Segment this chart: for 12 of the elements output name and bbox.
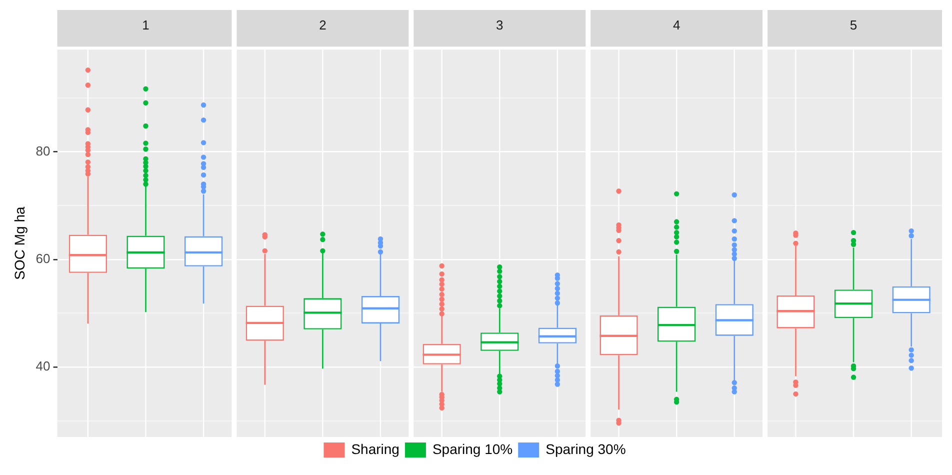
legend-label: Sparing 30% [546, 440, 626, 457]
x-tick-label: 2 [319, 17, 326, 32]
y-tick-label: 60 [36, 251, 50, 266]
y-tick-label: 80 [36, 143, 50, 158]
x-tick-label: 1 [142, 17, 150, 32]
legend-label: Sparing 10% [432, 440, 513, 457]
x-tick-label: 4 [672, 17, 680, 32]
x-tick-label: 5 [850, 17, 858, 32]
x-tick-label: 3 [496, 17, 504, 32]
y-tick-label: 40 [36, 358, 50, 374]
legend-label: Sharing [351, 440, 400, 457]
y-axis-title: SOC Mg ha [11, 206, 28, 280]
